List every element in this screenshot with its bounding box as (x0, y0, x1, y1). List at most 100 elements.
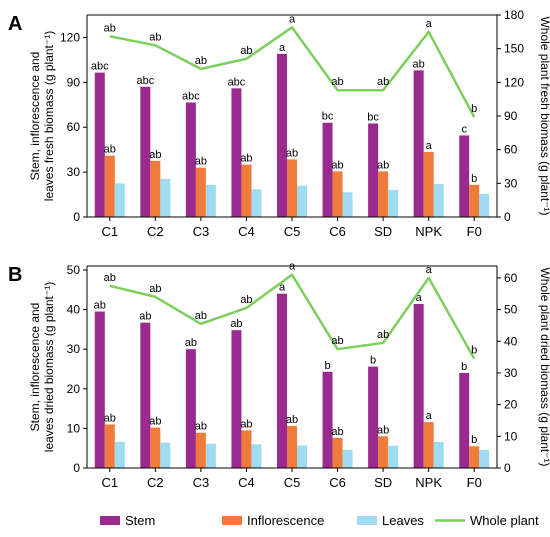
bar-significance-label: a (416, 292, 423, 304)
bar (388, 445, 399, 468)
bar-significance-label: a (279, 282, 286, 294)
bar-significance-label: ab (286, 147, 298, 159)
bar (297, 185, 307, 217)
bar (368, 123, 379, 217)
line-significance-label: ab (149, 31, 161, 43)
x-tick-label: C3 (193, 475, 210, 490)
bar-significance-label: ab (377, 424, 389, 436)
bar (241, 164, 252, 217)
bar (277, 293, 287, 468)
bar-significance-label: a (279, 42, 286, 54)
line-significance-label: b (471, 345, 477, 357)
y-tick-label: 30 (67, 342, 81, 356)
bar (332, 437, 343, 468)
y-tick-label: 0 (73, 210, 80, 224)
bar-significance-label: bc (367, 111, 379, 123)
x-tick-label: C6 (329, 224, 346, 239)
bar (287, 159, 297, 217)
y-axis-title-line-2: leaves dried biomass (g plant⁻¹) (42, 282, 56, 452)
y2-tick-label: 60 (504, 271, 518, 285)
line-significance-label: a (289, 261, 296, 273)
bar (251, 444, 262, 468)
x-tick-label: F0 (467, 475, 482, 490)
bar (160, 178, 171, 217)
x-tick-label: SD (374, 224, 392, 239)
bar (231, 330, 242, 468)
whole-plant-line (109, 26, 476, 118)
y2-tick-label: 0 (504, 461, 511, 475)
bar (388, 190, 399, 217)
y2-tick-label: 150 (504, 42, 524, 56)
bar-significance-label: ab (149, 149, 161, 161)
bar-significance-label: ab (413, 58, 425, 70)
x-tick-label: C2 (147, 475, 164, 490)
x-tick-label: C4 (238, 224, 255, 239)
y-tick-label: 90 (67, 75, 81, 89)
bar-significance-label: ab (286, 414, 298, 426)
bar-significance-label: b (324, 360, 330, 372)
bar-significance-label: a (426, 140, 433, 152)
bar-significance-label: ab (185, 337, 197, 349)
bar (469, 184, 480, 217)
bar (140, 86, 151, 217)
bar (459, 372, 470, 468)
y2-tick-label: 90 (504, 109, 518, 123)
line-significance-label: ab (195, 55, 207, 67)
bar (459, 135, 470, 217)
bar-significance-label: ab (331, 426, 343, 438)
y2-axis-title: Whole plant dried biomass (g plant⁻¹) (538, 267, 550, 466)
y2-tick-label: 40 (504, 334, 518, 348)
x-tick-label: NPK (415, 475, 442, 490)
line-significance-label: a (426, 264, 433, 276)
line-significance-label: ab (331, 76, 343, 88)
series-leaves (114, 441, 490, 468)
bar (150, 160, 161, 217)
bar (423, 151, 434, 217)
bar-significance-label: ab (104, 412, 116, 424)
line-significance-label: ab (240, 294, 252, 306)
bar (332, 171, 343, 217)
legend-swatch (357, 516, 377, 525)
bar-significance-label: b (471, 173, 477, 185)
bar-significance-label: b (461, 361, 467, 373)
bar (413, 70, 424, 217)
bar-significance-label: bc (322, 111, 334, 123)
bar (433, 184, 444, 217)
y-axis-title-line-1: Stem, inflorescence and (28, 303, 42, 432)
bar (104, 155, 115, 217)
bar-significance-label: a (426, 410, 433, 422)
y2-tick-label: 180 (504, 8, 524, 22)
bar (322, 371, 333, 468)
y2-tick-label: 0 (504, 210, 511, 224)
y2-tick-label: 60 (504, 143, 518, 157)
bar (368, 366, 379, 468)
x-tick-label: SD (374, 475, 392, 490)
y2-tick-label: 50 (504, 303, 518, 317)
bar (342, 449, 353, 468)
panel-letter: B (8, 264, 22, 286)
legend-label: Inflorescence (247, 513, 324, 528)
line-significance-label: ab (195, 310, 207, 322)
y-tick-label: 60 (67, 120, 81, 134)
y-axis-title-line-1: Stem, inflorescence and (28, 52, 42, 181)
bar (251, 189, 262, 217)
series-leaves (114, 178, 490, 217)
bar-significance-label: ab (240, 153, 252, 165)
whole-plant-line (109, 273, 476, 360)
bar-significance-label: ab (331, 159, 343, 171)
bar (104, 424, 115, 468)
y2-tick-label: 120 (504, 75, 524, 89)
bar (241, 430, 252, 468)
bar (140, 322, 151, 468)
bar (195, 167, 206, 217)
legend-label: Leaves (382, 513, 424, 528)
y2-tick-label: 30 (504, 366, 518, 380)
bar-significance-label: ab (149, 416, 161, 428)
line-significance-label: ab (377, 76, 389, 88)
y-tick-label: 50 (67, 263, 81, 277)
bar-significance-label: abc (136, 75, 154, 87)
